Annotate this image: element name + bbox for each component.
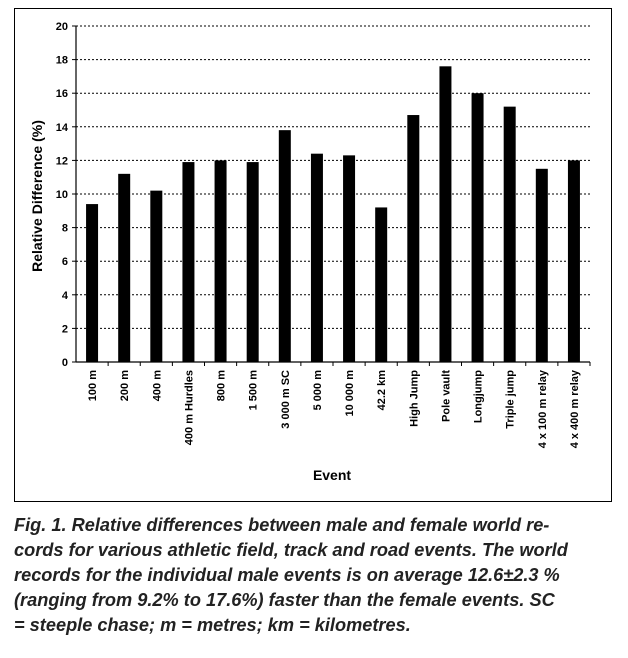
x-tick-label: 42.2 km: [376, 370, 388, 411]
y-tick-label: 18: [56, 55, 68, 67]
x-tick-label: 100 m: [87, 370, 99, 401]
x-tick-label: 5 000 m: [312, 370, 324, 411]
caption-line: records for the individual male events i…: [14, 565, 560, 585]
y-tick-label: 6: [62, 256, 68, 268]
x-tick-label: 4 x 100 m relay: [537, 369, 549, 448]
y-tick-labels: 0 2 4 6 8 10 12 14 16 18 20: [56, 21, 69, 369]
bar: [214, 160, 227, 362]
bar: [278, 130, 291, 362]
bar: [439, 66, 452, 362]
caption-line: cords for various athletic field, track …: [14, 540, 568, 560]
x-tick-label: 200 m: [119, 370, 131, 401]
caption-line: (ranging from 9.2% to 17.6%) faster than…: [14, 590, 555, 610]
y-tick-label: 10: [56, 189, 68, 201]
bar: [567, 160, 580, 362]
bar: [246, 162, 259, 362]
bars: [86, 66, 580, 362]
x-tick-label: 10 000 m: [344, 370, 356, 417]
figure-caption: Fig. 1. Relative differences between mal…: [14, 513, 614, 638]
y-tick-label: 0: [62, 357, 68, 369]
bar: [310, 153, 323, 362]
x-tick-label: Pole vault: [440, 370, 452, 422]
x-tick-label: Longjump: [473, 370, 485, 423]
x-tick-label: 400 m: [151, 370, 163, 401]
bar-chart: 0 2 4 6 8 10 12 14 16 18 20 100 m 200 m 400 m 400 m H…: [29, 21, 591, 483]
caption-line: = steeple chase; m = metres; km = kilome…: [14, 615, 411, 635]
bar: [86, 204, 99, 362]
x-tick-label: 400 m Hurdles: [183, 370, 195, 445]
y-axis-label: Relative Difference (%): [29, 120, 45, 272]
x-tick-label: High Jump: [408, 370, 420, 427]
x-tick-label: Triple jump: [505, 370, 517, 429]
x-axis-label: Event: [313, 467, 351, 483]
x-tick-label: 4 x 400 m relay: [569, 369, 581, 448]
caption-line: Fig. 1. Relative differences between mal…: [14, 515, 550, 535]
bar: [471, 93, 484, 362]
bar: [118, 173, 131, 362]
bar: [182, 162, 195, 362]
y-tick-label: 20: [56, 21, 68, 33]
y-tick-label: 2: [62, 323, 68, 335]
bar: [407, 115, 420, 362]
bar: [150, 190, 163, 362]
y-tick-label: 4: [62, 290, 69, 302]
y-tick-label: 8: [62, 223, 68, 235]
bar: [343, 155, 356, 362]
bar: [375, 207, 388, 362]
x-tick-label: 1 500 m: [248, 370, 260, 411]
y-tick-label: 16: [56, 88, 68, 100]
bar: [503, 106, 516, 362]
x-tick-labels: 100 m 200 m 400 m 400 m Hurdles 800 m 1 500 m…: [87, 369, 581, 448]
y-tick-label: 12: [56, 155, 68, 167]
x-tick-label: 3 000 m SC: [280, 370, 292, 429]
bar: [535, 168, 548, 362]
x-tick-label: 800 m: [216, 370, 228, 401]
y-tick-label: 14: [56, 122, 69, 134]
